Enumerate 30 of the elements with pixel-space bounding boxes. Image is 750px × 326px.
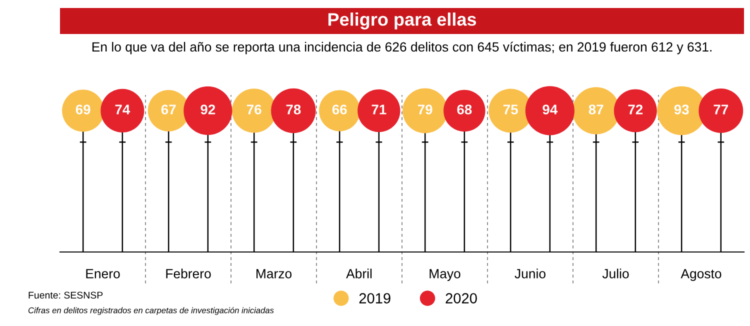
category-label: Febrero xyxy=(166,268,211,278)
data-label: 94 xyxy=(542,104,558,114)
data-label: 92 xyxy=(200,104,216,114)
data-label: 87 xyxy=(588,104,604,114)
text: Peligro para ellas xyxy=(328,12,476,30)
data-label: 67 xyxy=(161,104,176,114)
data-label: 71 xyxy=(372,104,386,114)
data-label: 75 xyxy=(503,104,518,114)
legend-label: 2020 xyxy=(446,293,477,304)
category-label: Abril xyxy=(346,268,372,278)
category-label: Agosto xyxy=(680,269,722,281)
text: Cifras en delitos registrados en carpetas de investigación iniciadas xyxy=(28,307,274,315)
category-label: Enero xyxy=(86,269,120,278)
data-label: 78 xyxy=(286,104,301,114)
category-label: Junio xyxy=(514,268,546,278)
category-label: Marzo xyxy=(256,269,292,278)
data-label: 74 xyxy=(115,104,130,114)
source-note: Fuente: SESNSP xyxy=(28,292,103,299)
data-label: 69 xyxy=(76,104,90,114)
legend-label: 2019 xyxy=(359,293,390,304)
data-label: 66 xyxy=(332,104,347,114)
data-label: 72 xyxy=(628,104,643,114)
data-label: 76 xyxy=(246,104,262,114)
category-label: Julio xyxy=(602,268,629,278)
data-label: 93 xyxy=(674,104,689,114)
data-label: 77 xyxy=(714,104,728,114)
text: En lo que va del año se reporta una incidencia de 626 delitos con 645 víctimas; en 2019 fueron 612 y 631. xyxy=(92,42,712,54)
data-label: 79 xyxy=(418,104,432,114)
data-label: 68 xyxy=(457,104,472,114)
category-label: Mayo xyxy=(430,269,460,281)
